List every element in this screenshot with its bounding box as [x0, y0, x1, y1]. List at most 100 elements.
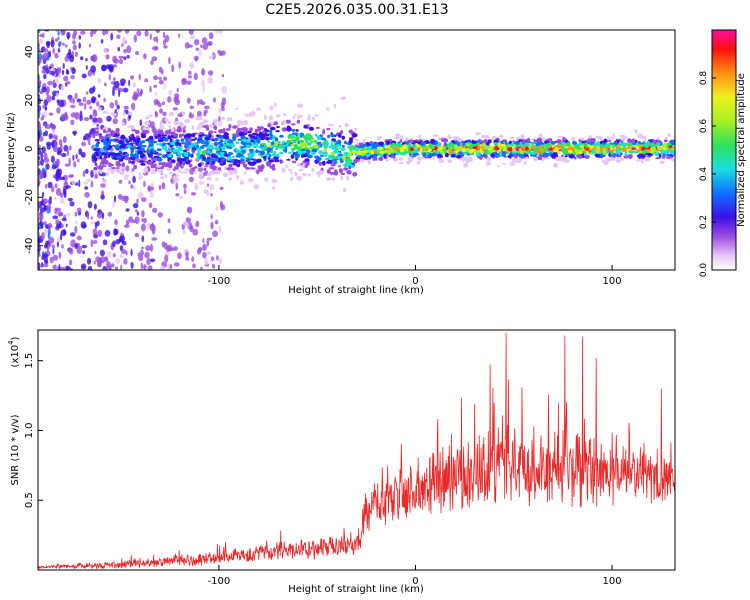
spectrogram-ridge-cell: [407, 139, 413, 143]
spectrogram-noise-cell: [61, 217, 67, 222]
spectrogram-noise-cell: [60, 233, 63, 241]
spectrogram-ridge-cell: [581, 140, 586, 144]
spectrogram-noise-cell: [107, 251, 112, 258]
spectrogram-ridge-cell: [307, 173, 311, 177]
spectrogram-noise-cell: [167, 218, 171, 223]
spectrogram-ridge-cell: [472, 146, 478, 150]
spectrogram-noise-cell: [109, 132, 112, 139]
spectrogram-ridge-cell: [438, 146, 444, 151]
spectrogram-ridge-cell: [182, 149, 187, 152]
spectrogram-noise-cell: [78, 102, 84, 106]
spectrogram-noise-cell: [69, 145, 72, 151]
spectrogram-noise-cell: [105, 54, 110, 60]
spectrogram-ridge-cell: [125, 140, 130, 143]
spectrogram-ridge-cell: [626, 142, 629, 146]
spectrogram-ridge-cell: [295, 129, 299, 132]
spectrogram-noise-cell: [141, 197, 147, 202]
spectrogram-noise-cell: [169, 264, 173, 269]
spectrogram-ridge-cell: [420, 141, 426, 146]
spectrogram-noise-cell: [54, 183, 58, 189]
spectrogram-ridge-cell: [271, 178, 278, 184]
spectrogram-ridge-cell: [147, 160, 153, 166]
spectrogram-ridge-cell: [264, 177, 269, 182]
spectrogram-ridge-cell: [281, 167, 286, 171]
spectrogram-noise-cell: [72, 40, 76, 45]
spectrogram-noise-cell: [91, 54, 98, 63]
spectrogram-ridge-cell: [252, 145, 258, 149]
spectrogram-ridge-cell: [322, 129, 325, 135]
spectrogram-ridge-cell: [599, 147, 603, 153]
spectrogram-y-tick-label: 40: [24, 45, 35, 58]
spectrogram-ridge-cell: [338, 124, 342, 128]
spectrogram-ridge-cell: [226, 156, 232, 161]
spectrogram-ridge-cell: [144, 121, 150, 126]
spectrogram-noise-cell: [187, 44, 193, 48]
spectrogram-ridge-cell: [587, 144, 591, 147]
spectrogram-ridge-cell: [596, 141, 600, 145]
spectrogram-noise-cell: [52, 128, 56, 136]
spectrogram-ridge-cell: [291, 128, 296, 132]
spectrogram-ridge-cell: [256, 169, 260, 175]
spectrogram-noise-cell: [183, 189, 187, 195]
spectrogram-ridge-cell: [111, 144, 117, 147]
spectrogram-noise-cell: [43, 221, 47, 226]
spectrogram-ridge-cell: [168, 125, 172, 129]
spectrogram-ridge-cell: [146, 150, 152, 153]
spectrogram-noise-cell: [38, 253, 41, 257]
spectrogram-noise-cell: [38, 120, 41, 129]
spectrogram-noise-cell: [113, 77, 116, 82]
spectrogram-ridge-cell: [150, 183, 154, 187]
spectrogram-noise-cell: [117, 47, 120, 52]
spectrogram-noise-cell: [59, 192, 64, 198]
snr-multiplier-exp: 4: [7, 340, 15, 345]
spectrogram-noise-cell: [44, 130, 48, 137]
spectrogram-ridge-cell: [236, 133, 239, 137]
spectrogram-ridge-cell: [362, 138, 366, 144]
spectrogram-ridge-cell: [419, 147, 424, 153]
spectrogram-ridge-cell: [235, 141, 240, 145]
spectrogram-ridge-cell: [182, 160, 186, 165]
spectrogram-noise-cell: [153, 84, 158, 88]
spectrogram-noise-cell: [220, 101, 225, 109]
spectrogram-noise-cell: [216, 255, 219, 261]
spectrogram-noise-cell: [100, 39, 104, 44]
spectrogram-noise-cell: [64, 163, 71, 167]
spectrogram-noise-cell: [116, 34, 121, 40]
spectrogram-ridge-cell: [352, 133, 358, 138]
spectrogram-noise-cell: [43, 228, 48, 235]
spectrogram-ridge-cell: [255, 143, 259, 147]
spectrogram-noise-cell: [38, 97, 42, 105]
spectrogram-noise-cell: [97, 78, 102, 84]
spectrogram-noise-cell: [175, 182, 179, 191]
spectrogram-noise-cell: [38, 155, 41, 161]
spectrogram-ridge-cell: [530, 152, 537, 155]
spectrogram-ridge-cell: [217, 170, 223, 173]
spectrogram-noise-cell: [130, 184, 134, 189]
spectrogram-noise-cell: [193, 72, 198, 81]
spectrogram-noise-cell: [46, 144, 51, 150]
spectrogram-noise-cell: [78, 42, 81, 49]
spectrogram-ridge-cell: [173, 120, 180, 124]
spectrogram-ridge-cell: [128, 159, 131, 164]
spectrogram-ridge-cell: [243, 170, 247, 175]
spectrogram-noise-cell: [84, 186, 89, 190]
spectrogram-ridge-cell: [254, 128, 259, 133]
spectrogram-ridge-cell: [148, 139, 152, 144]
spectrogram-noise-cell: [197, 99, 199, 106]
spectrogram-ridge-cell: [615, 149, 621, 154]
spectrogram-ridge-cell: [237, 138, 243, 141]
spectrogram-ridge-cell: [462, 141, 465, 147]
spectrogram-noise-cell: [93, 109, 96, 114]
spectrogram-ridge-cell: [541, 137, 546, 142]
spectrogram-ridge-cell: [228, 124, 232, 129]
spectrogram-ridge-cell: [92, 160, 95, 163]
spectrogram-ridge-cell: [463, 163, 469, 168]
spectrogram-ridge-cell: [268, 115, 274, 121]
spectrogram-noise-cell: [122, 241, 127, 246]
spectrogram-noise-cell: [218, 116, 221, 122]
spectrogram-noise-cell: [59, 220, 62, 229]
spectrogram-noise-cell: [97, 229, 103, 237]
spectrogram-ridge-cell: [121, 122, 125, 126]
spectrogram-ridge-cell: [269, 129, 273, 135]
spectrogram-ridge-cell: [553, 162, 559, 168]
